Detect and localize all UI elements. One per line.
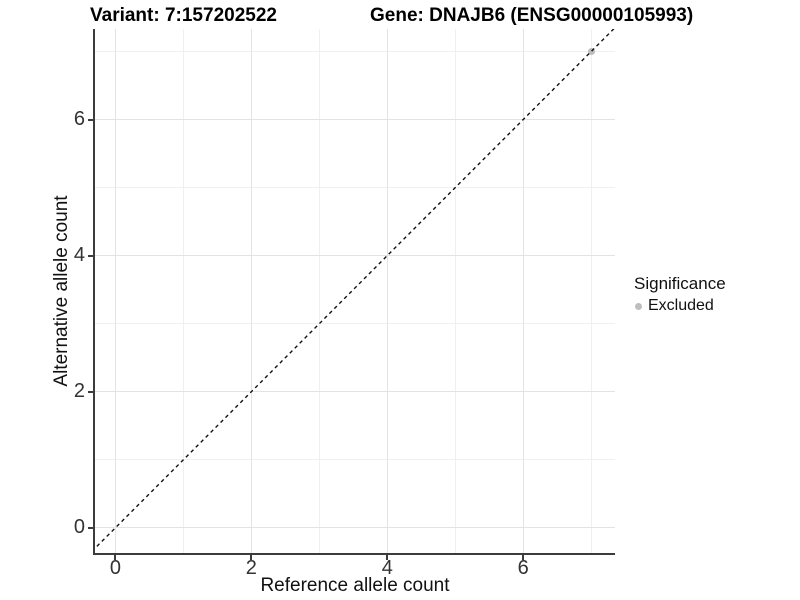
x-tick-label: 2: [245, 557, 257, 579]
y-tick-label: 2: [73, 380, 85, 403]
y-grid-minor: [95, 50, 615, 52]
x-tick-mark: [386, 555, 389, 560]
identity-dashed-line: [95, 29, 615, 550]
legend: Significance Excluded: [634, 274, 726, 315]
plot-title-gene: Gene: DNAJB6 (ENSG00000105993): [370, 5, 694, 26]
y-tick-mark: [88, 526, 93, 529]
data-point-excluded: [587, 47, 595, 55]
y-grid-minor: [95, 187, 615, 189]
x-grid-minor: [182, 29, 184, 553]
legend-point-icon: [635, 302, 642, 310]
x-tick-label: 6: [517, 557, 529, 579]
legend-title: Significance: [634, 274, 726, 293]
y-grid-major: [95, 255, 615, 257]
y-grid-minor: [95, 323, 615, 325]
x-grid-major: [386, 29, 388, 553]
x-grid-major: [522, 29, 524, 553]
x-grid-minor: [318, 29, 320, 553]
x-grid-minor: [454, 29, 456, 553]
x-tick-label: 4: [381, 557, 393, 579]
y-tick-mark: [88, 390, 93, 393]
legend-item-label: Excluded: [648, 297, 714, 314]
x-axis-title: Reference allele count: [260, 575, 450, 596]
x-tick-label: 0: [109, 557, 121, 579]
y-tick-label: 6: [73, 108, 85, 130]
x-grid-major: [114, 29, 116, 553]
y-grid-minor: [95, 459, 615, 461]
legend-item-excluded: Excluded: [634, 297, 726, 315]
y-grid-major: [95, 527, 615, 529]
x-tick-mark: [250, 555, 253, 560]
x-grid-major: [250, 29, 252, 553]
x-tick-mark: [522, 555, 525, 560]
x-tick-mark: [114, 555, 117, 560]
y-tick-mark: [88, 254, 93, 257]
y-tick-mark: [88, 118, 93, 121]
y-grid-major: [95, 119, 615, 120]
plot-title-variant: Variant: 7:157202522: [90, 5, 277, 26]
y-tick-label: 4: [73, 244, 85, 267]
y-tick-label: 0: [73, 516, 85, 539]
y-grid-major: [95, 391, 615, 393]
x-grid-minor: [590, 29, 592, 553]
plot-panel: [93, 29, 615, 555]
